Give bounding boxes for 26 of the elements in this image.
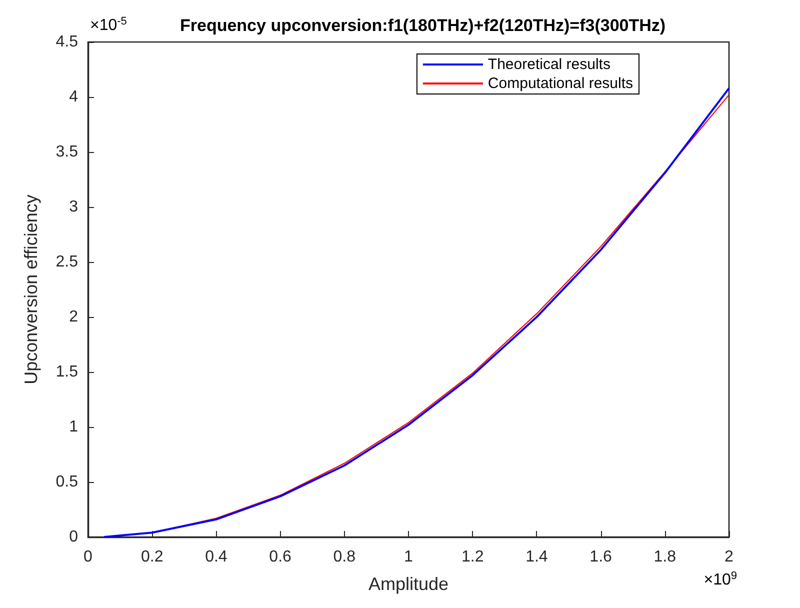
x-tick-label: 0.6 (269, 548, 292, 566)
y-axis-title: Upconversion efficiency (21, 194, 41, 384)
chart-title: Frequency upconversion:f1(180THz)+f2(120THz)=f3(300THz) (180, 16, 666, 35)
x-tick-label: 2 (724, 548, 734, 566)
x-tick-label: 1.6 (590, 548, 612, 566)
x-tick-label: 1.4 (526, 548, 548, 566)
x-tick-label: 0.4 (205, 548, 228, 566)
y-tick-label: 0 (69, 528, 78, 546)
x-tick-label: 0.8 (333, 548, 356, 566)
x-tick-label: 1.2 (461, 548, 484, 566)
legend-label: Computational results (488, 75, 634, 92)
y-tick-label: 1.5 (56, 364, 78, 380)
y-tick-label: 4.5 (56, 34, 78, 50)
y-tick-label: 1 (69, 418, 78, 436)
y-tick-label: 3 (69, 198, 78, 216)
legend-label: Theoretical results (488, 56, 610, 73)
x-tick-label: 0 (84, 548, 93, 566)
y-tick-label: 4 (69, 88, 78, 106)
y-tick-label: 2 (69, 308, 78, 326)
y-tick-label: 0.5 (56, 474, 78, 490)
x-tick-label: 1 (404, 548, 414, 566)
y-tick-label: 3.5 (56, 144, 78, 160)
x-tick-label: 0.2 (140, 548, 164, 566)
y-tick-label: 2.5 (56, 254, 78, 270)
x-axis-title: Amplitude (368, 574, 449, 594)
x-tick-label: 1.8 (654, 548, 676, 566)
